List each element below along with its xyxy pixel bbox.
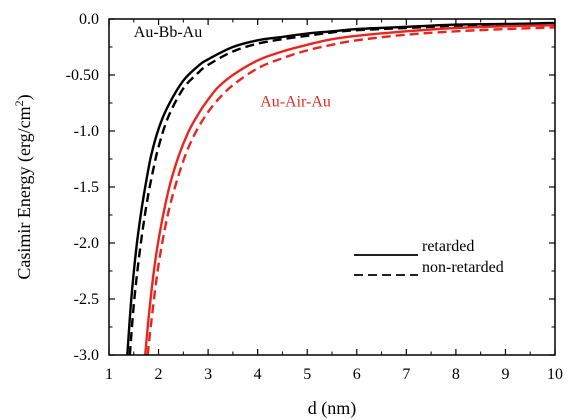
x-tick-label: 3	[204, 366, 212, 383]
x-tick-label: 9	[501, 366, 509, 383]
series-line-au-air-au-retarded	[144, 24, 556, 356]
y-tick-label: -2.0	[74, 235, 99, 252]
legend: retarded non-retarded	[354, 238, 504, 276]
x-tick-label: 5	[303, 366, 311, 383]
x-tick-label: 7	[402, 366, 410, 383]
series-layer	[126, 21, 556, 356]
tick-layer	[108, 18, 556, 356]
y-axis-title-close: )	[14, 94, 35, 100]
x-tick-label: 6	[353, 366, 361, 383]
y-tick-label: -2.5	[74, 291, 99, 308]
y-tick-label: -3.0	[74, 347, 99, 364]
legend-label-retarded: retarded	[422, 238, 474, 255]
y-tick-label: -1.0	[74, 123, 99, 140]
x-tick-label: 4	[254, 366, 262, 383]
x-tick-labels: 1 2 3 4 5 6 7 8 9 10	[105, 366, 563, 383]
legend-label-non-retarded: non-retarded	[422, 259, 504, 276]
y-axis-title-superscript: 2	[12, 100, 26, 106]
x-tick-label: 8	[452, 366, 460, 383]
series-line-au-bb-au-non-retarded	[128, 22, 556, 356]
y-axis-title: Casimir Energy (erg/cm2)	[12, 94, 35, 279]
y-tick-labels: 0.0 -0.50 -1.0 -1.5 -2.0 -2.5 -3.0	[66, 11, 99, 364]
y-axis-title-main: Casimir Energy (erg/cm	[14, 106, 35, 279]
y-tick-label: -0.50	[66, 67, 99, 84]
x-tick-label: 10	[547, 366, 563, 383]
series-annotations: Au-Bb-Au Au-Air-Au	[134, 24, 331, 110]
x-tick-label: 1	[105, 366, 113, 383]
y-tick-label: -1.5	[74, 179, 99, 196]
x-axis-title: d (nm)	[308, 398, 357, 419]
series-line-au-air-au-non-retarded	[146, 26, 556, 356]
y-tick-label: 0.0	[79, 11, 99, 28]
series-annotation: Au-Bb-Au	[134, 24, 202, 41]
x-tick-label: 2	[155, 366, 163, 383]
series-annotation: Au-Air-Au	[260, 93, 331, 110]
